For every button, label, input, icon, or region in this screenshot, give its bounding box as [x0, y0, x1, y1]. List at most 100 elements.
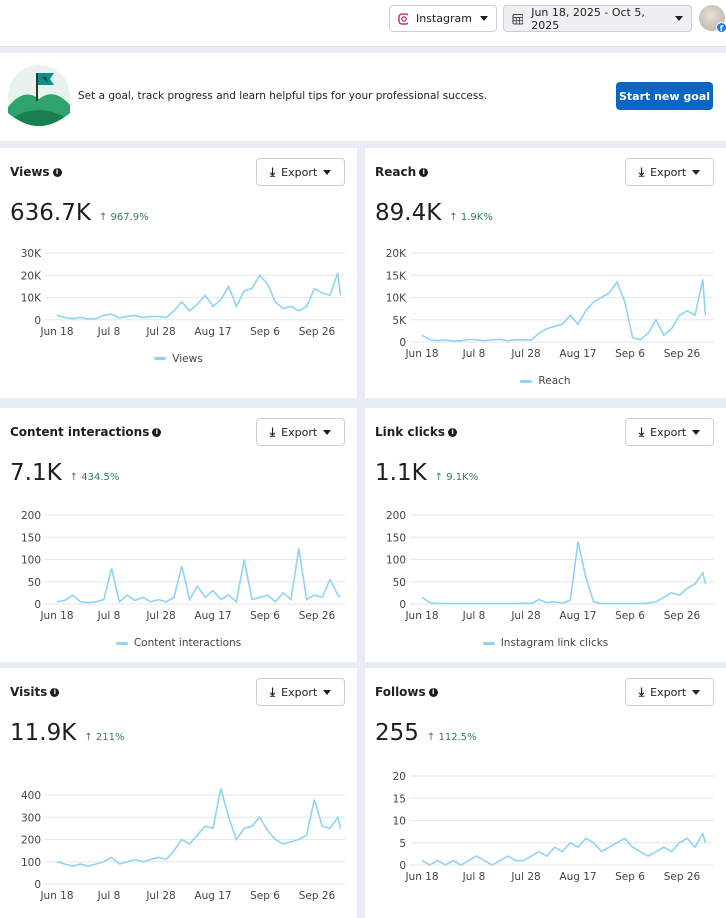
y-tick-label: 15 [393, 793, 406, 805]
y-tick-label: 10 [393, 816, 406, 828]
x-tick-label: Aug 17 [559, 348, 596, 360]
avatar[interactable]: f [699, 5, 725, 31]
x-tick-label: Sep 26 [664, 610, 701, 622]
x-tick-label: Jul 8 [462, 348, 486, 360]
x-tick-label: Sep 6 [615, 871, 645, 883]
x-tick-label: Jul 28 [145, 610, 175, 622]
date-range-label: Jun 18, 2025 - Oct 5, 2025 [531, 6, 667, 32]
x-tick-label: Jun 18 [404, 871, 438, 883]
y-tick-label: 100 [21, 555, 41, 567]
start-new-goal-button[interactable]: Start new goal [616, 82, 713, 110]
y-tick-label: 200 [386, 510, 406, 522]
x-tick-label: Sep 26 [664, 871, 701, 883]
legend-label: Reach [538, 375, 570, 387]
y-tick-label: 400 [21, 790, 41, 802]
chart-legend: Reach [365, 375, 726, 387]
x-tick-label: Aug 17 [559, 610, 596, 622]
x-tick-label: Jul 8 [462, 871, 486, 883]
x-tick-label: Sep 26 [664, 348, 701, 360]
legend-swatch [116, 642, 128, 645]
chevron-down-icon [480, 16, 488, 21]
goal-flag-illustration [8, 65, 70, 127]
x-tick-label: Jun 18 [404, 610, 438, 622]
x-tick-label: Jul 8 [97, 326, 121, 338]
legend-label: Views [172, 353, 202, 365]
x-tick-label: Aug 17 [194, 610, 231, 622]
x-tick-label: Sep 6 [250, 326, 280, 338]
y-tick-label: 150 [21, 532, 41, 544]
legend-swatch [483, 642, 495, 645]
chart-legend: Views [0, 353, 357, 365]
x-tick-label: Aug 17 [194, 890, 231, 902]
calendar-icon [512, 13, 523, 25]
y-tick-label: 100 [21, 857, 41, 869]
y-tick-label: 20 [393, 771, 406, 783]
series-line [57, 788, 340, 866]
x-tick-label: Sep 26 [299, 610, 336, 622]
y-tick-label: 10K [386, 293, 407, 305]
goal-banner: Set a goal, track progress and learn hel… [0, 53, 726, 141]
x-tick-label: Jun 18 [404, 348, 438, 360]
x-tick-label: Sep 26 [299, 326, 336, 338]
y-tick-label: 20K [386, 248, 407, 260]
x-tick-label: Jul 8 [97, 890, 121, 902]
y-tick-label: 30K [21, 248, 42, 260]
legend-label: Instagram link clicks [501, 637, 609, 649]
x-tick-label: Sep 6 [615, 610, 645, 622]
instagram-icon [398, 13, 408, 25]
y-tick-label: 10K [21, 293, 42, 305]
y-tick-label: 50 [28, 577, 41, 589]
y-tick-label: 100 [386, 555, 406, 567]
x-tick-label: Jul 8 [97, 610, 121, 622]
y-tick-label: 20K [21, 270, 42, 282]
x-tick-label: Jul 28 [145, 326, 175, 338]
y-tick-label: 150 [386, 532, 406, 544]
y-tick-label: 15K [386, 270, 407, 282]
top-bar: Instagram Jun 18, 2025 - Oct 5, 2025 f [0, 0, 726, 47]
x-tick-label: Aug 17 [194, 326, 231, 338]
y-tick-label: 300 [21, 812, 41, 824]
legend-swatch [154, 357, 166, 360]
platform-label: Instagram [416, 12, 472, 25]
x-tick-label: Jul 28 [510, 871, 540, 883]
y-tick-label: 5K [392, 315, 407, 327]
series-line [57, 548, 340, 602]
chart-legend: Content interactions [0, 637, 357, 649]
x-tick-label: Sep 26 [299, 890, 336, 902]
x-tick-label: Sep 6 [250, 890, 280, 902]
x-tick-label: Jun 18 [39, 890, 73, 902]
date-range-selector[interactable]: Jun 18, 2025 - Oct 5, 2025 [503, 5, 692, 32]
y-tick-label: 50 [393, 577, 406, 589]
series-line [422, 834, 705, 865]
legend-swatch [520, 380, 532, 383]
chart-legend: Instagram link clicks [365, 637, 726, 649]
facebook-icon: f [716, 22, 726, 33]
x-tick-label: Aug 17 [559, 871, 596, 883]
x-tick-label: Jul 28 [510, 610, 540, 622]
x-tick-label: Jul 8 [462, 610, 486, 622]
chevron-down-icon [675, 16, 683, 21]
y-tick-label: 200 [21, 510, 41, 522]
series-line [57, 273, 340, 319]
x-tick-label: Jul 28 [510, 348, 540, 360]
x-tick-label: Sep 6 [615, 348, 645, 360]
x-tick-label: Jun 18 [39, 610, 73, 622]
x-tick-label: Sep 6 [250, 610, 280, 622]
y-tick-label: 200 [21, 835, 41, 847]
platform-selector[interactable]: Instagram [389, 5, 497, 32]
x-tick-label: Jul 28 [145, 890, 175, 902]
y-tick-label: 5 [399, 838, 406, 850]
banner-text: Set a goal, track progress and learn hel… [78, 90, 487, 102]
series-line [422, 542, 705, 604]
x-tick-label: Jun 18 [39, 326, 73, 338]
